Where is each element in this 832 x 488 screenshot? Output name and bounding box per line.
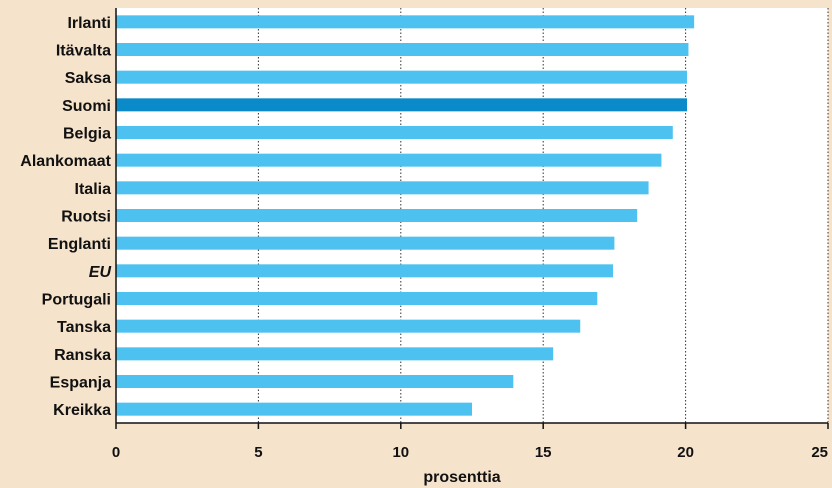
x-tick-label-15: 15 [535, 444, 552, 461]
category-label-itävalta: Itävalta [56, 43, 111, 60]
bar-ranska [116, 347, 554, 361]
category-label-tanska: Tanska [57, 319, 111, 336]
bar-kreikka [116, 402, 472, 416]
category-label-suomi: Suomi [62, 98, 111, 115]
bar-irlanti [116, 15, 695, 29]
category-label-irlanti: Irlanti [67, 15, 111, 32]
category-label-alankomaat: Alankomaat [20, 153, 111, 170]
bar-eu [116, 264, 613, 278]
category-label-portugali: Portugali [42, 292, 111, 309]
category-label-eu: EU [89, 264, 112, 281]
category-label-saksa: Saksa [65, 70, 111, 87]
bar-portugali [116, 292, 598, 305]
bar-belgia [116, 126, 673, 139]
bar-saksa [116, 70, 688, 84]
category-label-ranska: Ranska [54, 347, 111, 364]
bar-espanja [116, 375, 514, 388]
x-tick-label-0: 0 [112, 444, 120, 461]
bar-suomi [116, 98, 688, 112]
category-label-italia: Italia [75, 181, 112, 198]
category-label-espanja: Espanja [50, 375, 111, 392]
bar-englanti [116, 236, 615, 250]
bar-ruotsi [116, 209, 638, 222]
x-tick-label-20: 20 [677, 444, 694, 461]
bar-tanska [116, 319, 581, 333]
category-label-belgia: Belgia [63, 126, 111, 143]
x-tick-label-25: 25 [811, 444, 828, 461]
bar-italia [116, 181, 649, 195]
bar-itävalta [116, 43, 689, 56]
x-tick-label-5: 5 [254, 444, 262, 461]
category-label-englanti: Englanti [48, 236, 111, 253]
bar-alankomaat [116, 153, 662, 167]
x-tick-label-10: 10 [392, 444, 409, 461]
category-label-kreikka: Kreikka [53, 402, 111, 419]
x-axis-title: prosenttia [423, 469, 500, 486]
category-label-ruotsi: Ruotsi [61, 209, 111, 226]
